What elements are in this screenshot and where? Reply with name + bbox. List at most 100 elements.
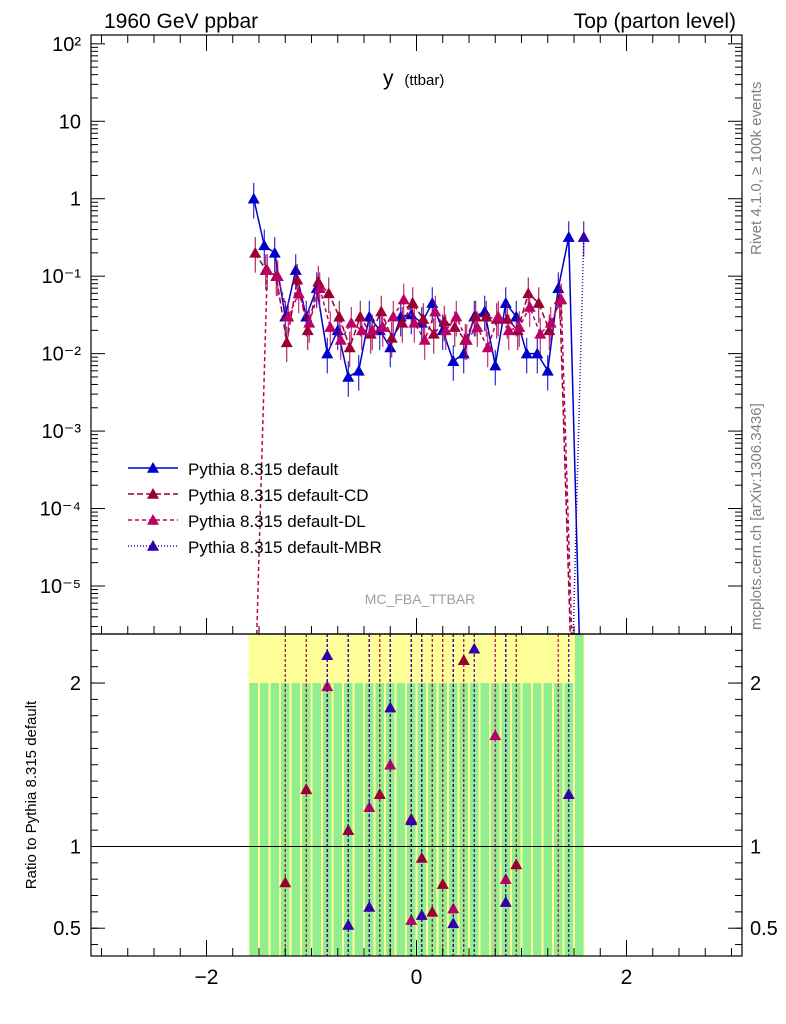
ratio-tick-label-right: 2: [750, 673, 761, 695]
marker-point: [544, 316, 557, 328]
marker-point: [429, 305, 442, 317]
ratio-marker: [499, 896, 512, 907]
band-green: [291, 683, 300, 956]
side-rivet: Rivet 4.1.0, ≥ 100k events: [748, 82, 765, 255]
ratio-ylabel: Ratio to Pythia 8.315 default: [23, 700, 40, 889]
band-green: [312, 683, 321, 956]
marker-point: [384, 341, 397, 353]
marker-point: [555, 293, 568, 305]
marker-point: [448, 321, 461, 332]
ratio-tick-label: 1: [70, 836, 81, 858]
marker-point: [280, 336, 293, 348]
ratio-tick-label: 2: [70, 673, 81, 695]
band-green: [480, 683, 489, 956]
series-line: [254, 252, 581, 635]
marker-point: [397, 293, 410, 305]
marker-point: [541, 364, 554, 376]
marker-point: [334, 333, 347, 345]
axes-group: 10⁻⁵ 10⁻⁴ 10⁻³ 10⁻² 10⁻¹ 1 10 10² 0.5 0.5 1 1 2 2 −2 0 2: [40, 34, 778, 989]
top-series-group: [247, 182, 590, 635]
marker-point: [322, 287, 335, 299]
ratio-marker: [373, 788, 386, 799]
marker-point: [292, 287, 305, 299]
marker-point: [447, 355, 460, 366]
marker-point: [312, 275, 325, 287]
marker-point: [577, 231, 590, 242]
legend-marker: [147, 462, 159, 473]
ratio-marker: [447, 902, 460, 914]
ratio-tick-label: 0.5: [53, 918, 81, 940]
legend-label: Pythia 8.315 default-CD: [188, 486, 369, 505]
series-line: [253, 198, 580, 635]
marker-point: [471, 321, 484, 332]
legend-marker: [147, 540, 159, 551]
ratio-tick-label-right: 1: [750, 836, 761, 858]
band-green: [270, 683, 279, 956]
band-green: [575, 634, 584, 956]
legend-marker: [147, 488, 159, 499]
plot-title: y (ttbar): [383, 67, 444, 90]
marker-point: [523, 301, 536, 312]
series-line: [258, 237, 585, 635]
band-green: [249, 683, 258, 956]
ratio-marker: [363, 900, 376, 912]
legend-label: Pythia 8.315 default-MBR: [188, 538, 382, 557]
marker-point: [354, 310, 367, 322]
series-0: [247, 182, 580, 635]
ratio-marker: [321, 649, 334, 661]
marker-point: [376, 321, 389, 332]
marker-point: [499, 297, 512, 308]
marker-point: [439, 324, 452, 336]
x-tick-label: 2: [621, 966, 633, 989]
marker-point: [408, 316, 421, 328]
marker-point: [343, 341, 356, 353]
legend-marker: [147, 514, 159, 525]
marker-point: [396, 316, 409, 328]
watermark: MC_FBA_TTBAR: [365, 591, 475, 607]
marker-point: [457, 347, 470, 359]
band-green: [533, 683, 542, 956]
y-tick-label: 1: [70, 189, 81, 211]
band-green: [333, 683, 342, 956]
marker-point: [387, 310, 400, 322]
marker-point: [385, 331, 398, 343]
marker-point: [247, 192, 260, 204]
ratio-marker: [384, 701, 397, 713]
band-green: [354, 683, 363, 956]
legend-item: Pythia 8.315 default-CD: [128, 486, 369, 505]
marker-point: [502, 324, 515, 336]
ratio-series-2: [321, 634, 575, 956]
ratio-series-group: [279, 634, 575, 956]
legend-item: Pythia 8.315 default-MBR: [128, 538, 382, 557]
legend-label: Pythia 8.315 default: [188, 460, 339, 479]
side-mcplots: mcplots.cern.ch [arXiv:1306.3436]: [748, 403, 765, 630]
band-green: [260, 683, 269, 956]
ratio-marker: [489, 729, 502, 741]
marker-point: [366, 324, 379, 336]
marker-point: [324, 321, 337, 332]
marker-point: [534, 327, 547, 339]
legend-item: Pythia 8.315 default: [128, 460, 339, 479]
marker-point: [427, 327, 440, 339]
y-tick-label: 10⁻³: [42, 421, 82, 443]
marker-point: [258, 239, 271, 251]
ratio-marker: [300, 783, 313, 795]
header-right: Top (parton level): [574, 10, 736, 33]
marker-point: [321, 347, 334, 359]
marker-point: [543, 324, 556, 336]
marker-point: [417, 313, 430, 324]
ratio-marker: [510, 858, 523, 870]
legend: Pythia 8.315 default Pythia 8.315 default…: [128, 460, 382, 557]
ratio-tick-label-right: 0.5: [750, 918, 778, 940]
marker-point: [469, 310, 482, 322]
marker-point: [480, 310, 493, 322]
ratio-marker: [447, 917, 460, 929]
marker-point: [342, 370, 355, 382]
marker-point: [418, 333, 431, 345]
x-tick-label: 0: [411, 966, 423, 989]
marker-point: [289, 264, 302, 275]
marker-point: [406, 297, 419, 308]
uncertainty-bands: [248, 634, 585, 956]
y-tick-label: 10⁻²: [42, 344, 82, 366]
ratio-marker: [415, 909, 428, 920]
